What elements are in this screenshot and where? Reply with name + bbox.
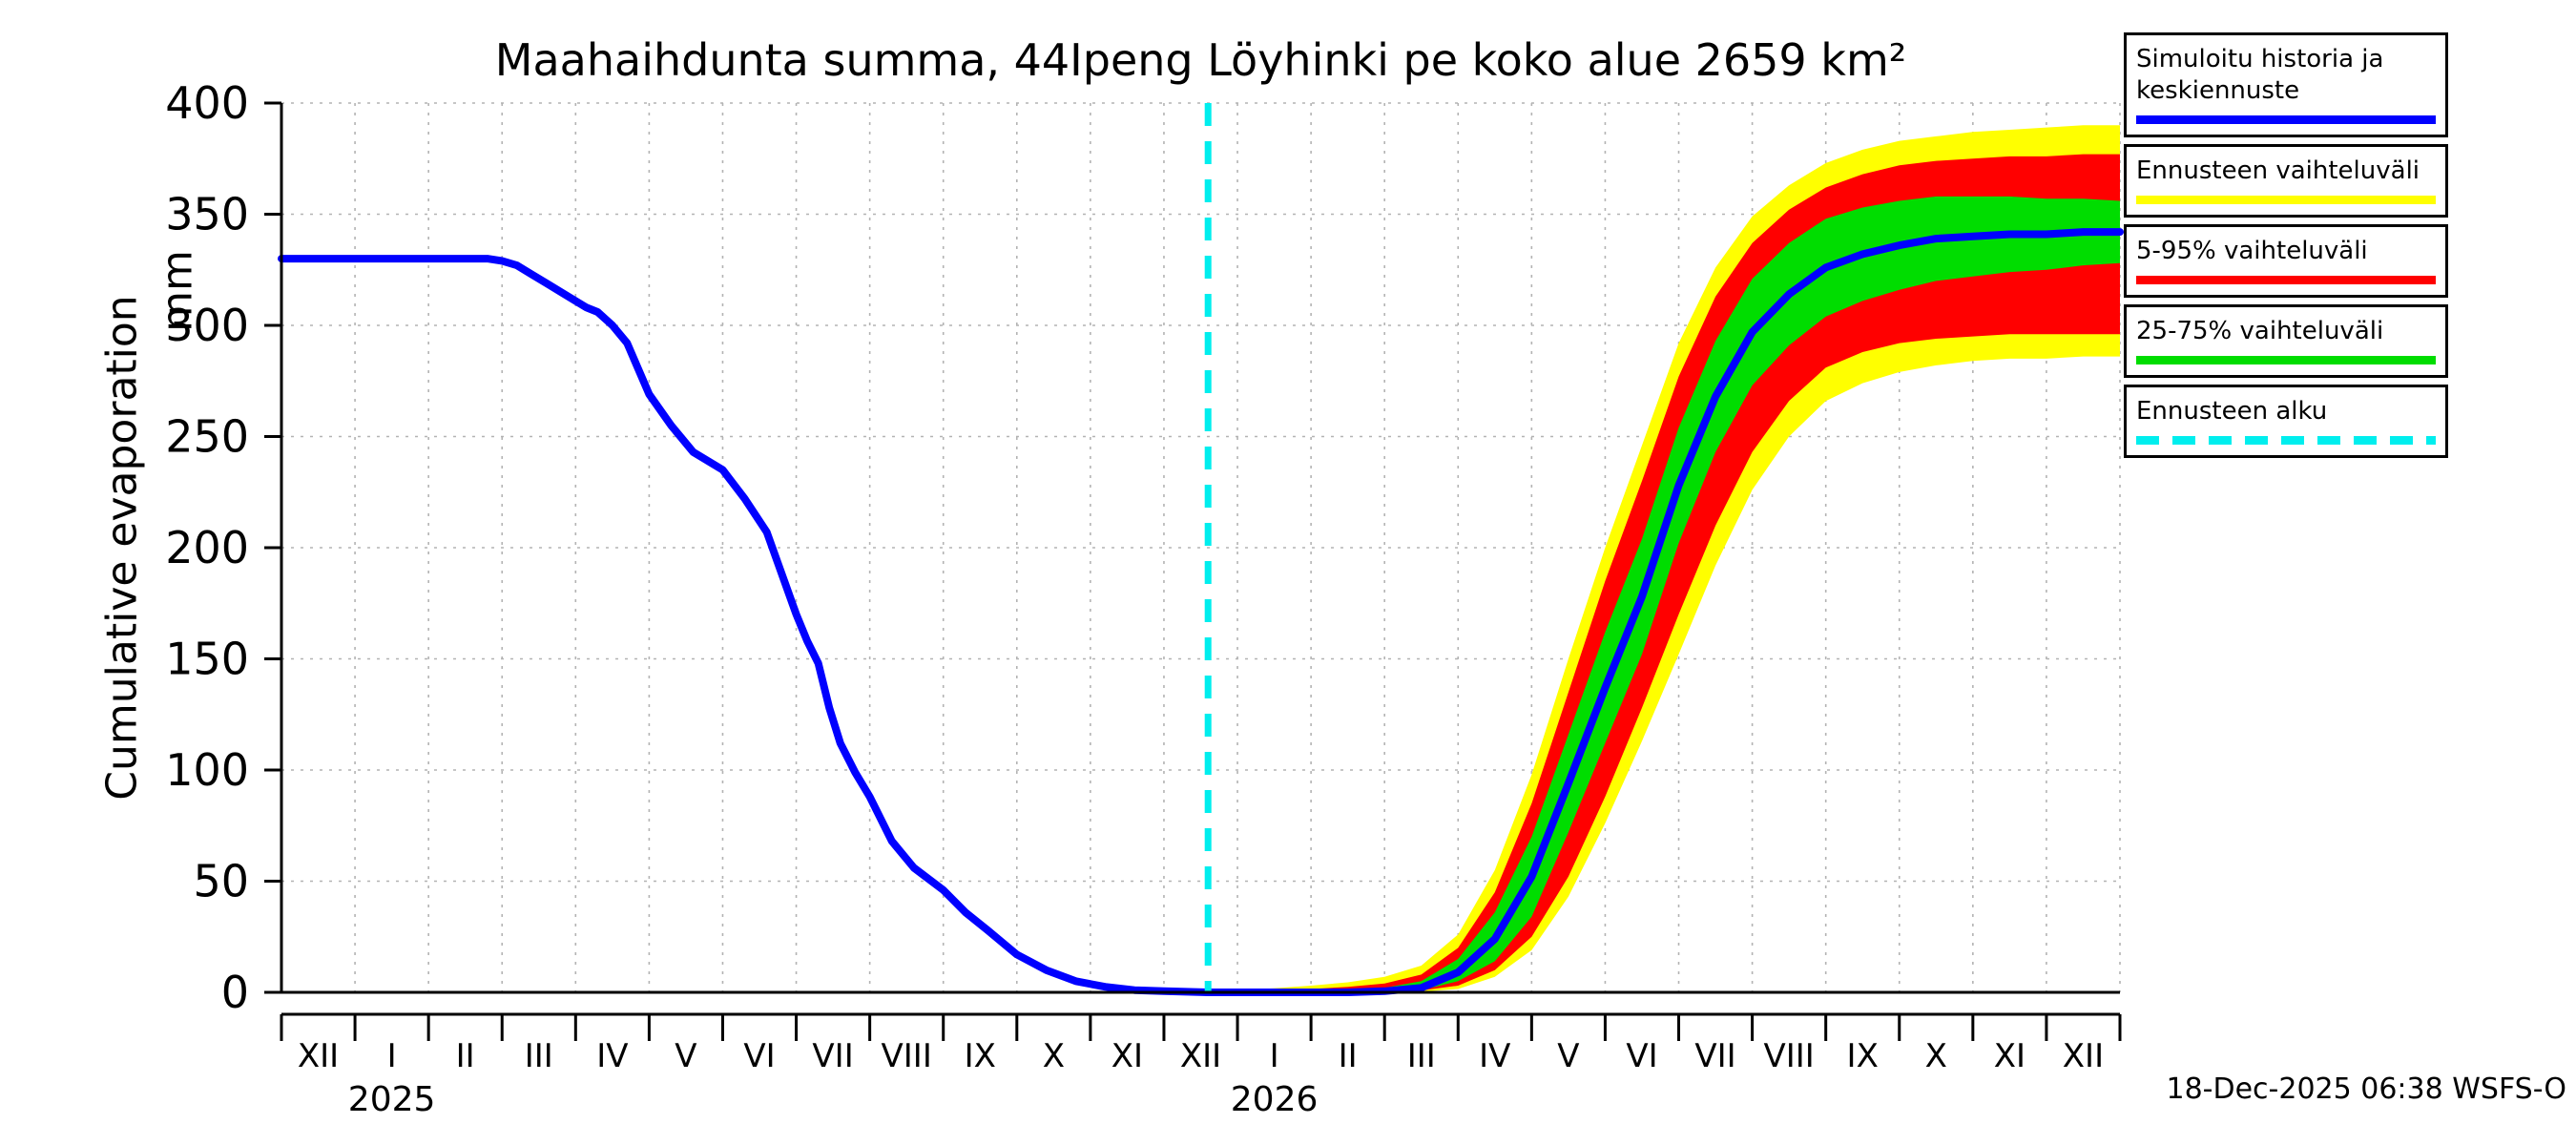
- month-label: XI: [1111, 1037, 1143, 1075]
- run-timestamp: 18-Dec-2025 06:38 WSFS-O: [2166, 1072, 2566, 1106]
- month-label: X: [1043, 1037, 1065, 1075]
- legend-item-forecast-start: Ennusteen alku: [2124, 385, 2448, 458]
- month-label: IX: [1847, 1037, 1879, 1075]
- y-tick-label: 250: [165, 411, 249, 463]
- y-tick-label: 0: [221, 967, 249, 1018]
- month-label: V: [1557, 1037, 1579, 1075]
- year-label: 2025: [348, 1080, 436, 1119]
- month-label: I: [1270, 1037, 1279, 1075]
- y-tick-label: 200: [165, 522, 249, 573]
- legend: Simuloitu historia ja keskiennuste Ennus…: [2124, 32, 2448, 458]
- legend-line-forecast-start-sample: [2136, 436, 2436, 445]
- month-label: XII: [2063, 1037, 2104, 1075]
- month-label: VI: [743, 1037, 775, 1075]
- y-tick-label: 350: [165, 189, 249, 240]
- legend-item-25-75-range: 25-75% vaihteluväli: [2124, 304, 2448, 378]
- y-tick-label: 100: [165, 744, 249, 796]
- month-label: X: [1925, 1037, 1947, 1075]
- month-label: IX: [965, 1037, 996, 1075]
- month-label: VIII: [882, 1037, 932, 1075]
- month-label: III: [525, 1037, 553, 1075]
- legend-label-forecast-start: Ennusteen alku: [2136, 397, 2328, 426]
- legend-item-history-mean: Simuloitu historia ja keskiennuste: [2124, 32, 2448, 137]
- y-tick-label: 400: [165, 77, 249, 129]
- month-label: II: [1339, 1037, 1358, 1075]
- month-label: VII: [1694, 1037, 1735, 1075]
- y-tick-label: 300: [165, 300, 249, 351]
- legend-line-5-95-range-sample: [2136, 276, 2436, 284]
- month-label: III: [1407, 1037, 1436, 1075]
- legend-label-forecast-range: Ennusteen vaihteluväli: [2136, 156, 2420, 185]
- month-label: XI: [1994, 1037, 2025, 1075]
- month-label: I: [387, 1037, 397, 1075]
- month-label: II: [456, 1037, 475, 1075]
- legend-label-5-95-range: 5-95% vaihteluväli: [2136, 237, 2368, 265]
- month-label: VI: [1626, 1037, 1657, 1075]
- legend-line-history-mean-sample: [2136, 115, 2436, 124]
- chart-title: Maahaihdunta summa, 44Ipeng Löyhinki pe …: [494, 34, 1907, 86]
- month-label: VII: [812, 1037, 853, 1075]
- y-tick-label: 150: [165, 634, 249, 685]
- month-label: XII: [298, 1037, 339, 1075]
- legend-label-25-75-range: 25-75% vaihteluväli: [2136, 317, 2384, 345]
- legend-line-25-75-range-sample: [2136, 356, 2436, 364]
- month-label: XII: [1180, 1037, 1221, 1075]
- legend-line-forecast-range-sample: [2136, 196, 2436, 204]
- month-label: IV: [1479, 1037, 1510, 1075]
- month-label: V: [675, 1037, 696, 1075]
- year-label: 2026: [1231, 1080, 1319, 1119]
- legend-label-history-mean: Simuloitu historia ja keskiennuste: [2136, 45, 2384, 105]
- legend-item-5-95-range: 5-95% vaihteluväli: [2124, 224, 2448, 298]
- line-simulated-history-mean: [278, 255, 1213, 996]
- y-tick-label: 50: [193, 856, 249, 907]
- month-label: VIII: [1763, 1037, 1814, 1075]
- month-label: IV: [596, 1037, 628, 1075]
- legend-item-forecast-range: Ennusteen vaihteluväli: [2124, 144, 2448, 218]
